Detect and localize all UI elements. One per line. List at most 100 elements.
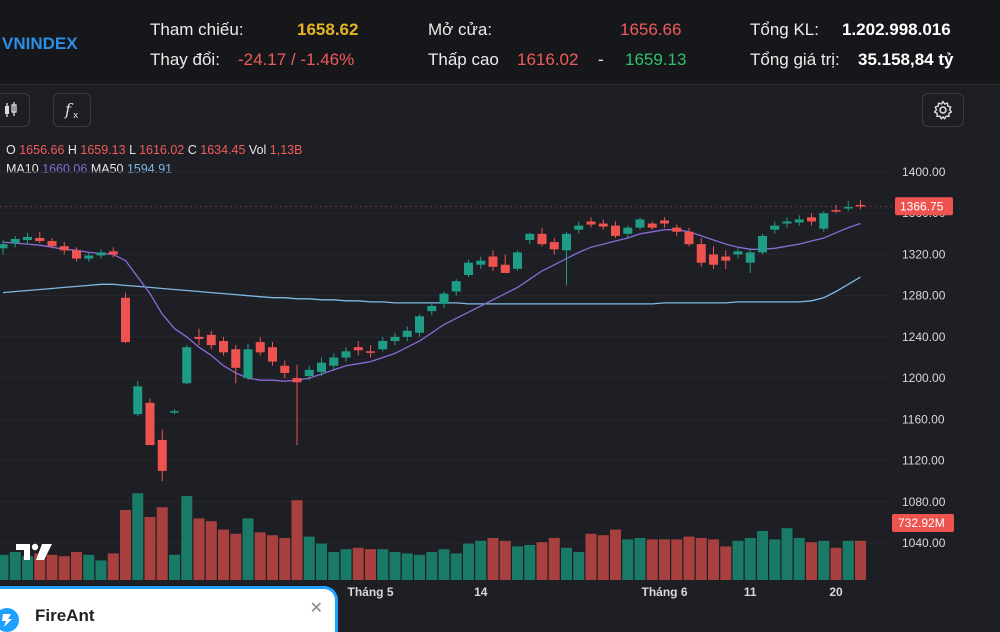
candle-body [206,334,216,346]
volume-bar [193,518,205,580]
candle-body [59,246,69,251]
volume-bar [414,554,425,580]
volume-bar [132,493,144,580]
volume-bar [426,552,438,580]
ref-value: 1658.62 [297,20,359,39]
open-label: Mở cửa: [428,20,493,39]
y-tick-label: 1080.00 [902,495,946,509]
symbol-label[interactable]: VNINDEX [2,34,78,53]
legend-o-label: O [6,143,16,157]
candle-body [47,241,57,247]
legend-c-label: C [187,143,197,157]
volume-bar [218,529,229,580]
candle-body [231,349,241,368]
legend-vol-value: 1,13B [269,143,303,157]
ref-label: Tham chiếu: [150,20,244,39]
volume-bar [720,546,732,580]
candle-body [611,225,620,236]
candle-body [831,210,841,212]
volume-bar [806,542,817,580]
candle-body [353,347,363,351]
candle-body [133,386,143,415]
volume-bar [548,538,560,580]
function-icon: f x [64,100,79,121]
volume-bar [732,540,744,580]
volume-bar [71,552,82,580]
candle-body [500,264,510,273]
volume-value: 1.202.998.016 [842,20,951,39]
volume-bar [781,528,793,580]
candle-body [709,254,718,265]
price-chart[interactable]: 1400.001360.001320.001280.001240.001200.… [0,137,1000,607]
last-price-label: 1366.75 [900,199,944,213]
candle-body [525,233,535,241]
candle-body [488,256,498,267]
candle-body [684,231,694,245]
close-icon[interactable]: ✕ [309,600,323,617]
volume-bar [242,518,254,580]
fireant-notification[interactable]: FireAnt ✕ [0,586,338,632]
volume-bar [303,536,315,580]
candle-body [586,221,596,225]
candle-body [745,252,755,263]
candle-body [96,252,106,256]
candle-body [415,316,424,333]
volume-bar [316,543,327,580]
volume-bar [107,553,119,580]
volume-bar [352,547,364,580]
volume-bar [671,539,683,580]
candle-body [721,256,731,261]
change-label: Thay đổi: [150,50,220,69]
volume-bar [377,549,389,580]
volume-bar [401,553,413,580]
volume-bar [757,531,768,580]
volume-bar [818,540,830,580]
volume-bar [487,538,499,580]
chart-type-button[interactable] [0,93,30,127]
volume-bar [524,545,536,580]
candle-body [390,336,400,342]
candle-body [807,217,816,222]
legend-c-value: 1634.45 [200,143,246,157]
volume-bar [389,552,401,580]
settings-button[interactable] [922,93,964,127]
candle-body [782,221,792,224]
lowhigh-label: Thấp cao [428,50,499,69]
ma10-line [2,222,861,382]
volume-bar [9,552,21,580]
volume-bar [830,547,842,580]
x-tick-label: 14 [474,585,488,599]
volume-bar [95,560,107,580]
open-value: 1656.66 [620,20,682,39]
fireant-logo-icon [0,608,19,632]
y-tick-label: 1320.00 [902,247,946,261]
indicators-button[interactable]: f x [53,93,91,127]
legend-o-value: 1656.66 [19,143,65,157]
candle-body [35,237,45,242]
tradingview-logo [16,543,52,560]
volume-bar [254,532,266,580]
candle-body [513,252,522,269]
volume-bar [659,539,670,580]
candle-body [280,365,290,373]
legend-l-label: L [129,143,136,157]
candle-body [121,297,130,343]
candle-body [145,402,155,446]
ma50-line [2,276,861,305]
candle-body [733,251,743,255]
candle-body [72,250,81,259]
volume-bar [536,542,548,580]
y-tick-label: 1400.00 [902,165,946,179]
volume-bar [58,556,70,580]
candle-body [464,262,473,276]
volume-bar [156,507,168,580]
low-value: 1616.02 [517,50,579,69]
volume-bar [475,540,487,580]
quote-header: VNINDEX Tham chiếu: 1658.62 Thay đổi: -2… [0,0,1000,85]
volume-bar [169,554,180,580]
svg-text:x: x [73,111,79,121]
y-tick-label: 1040.00 [902,536,946,550]
volume-bar [230,533,242,580]
x-tick-label: 20 [829,585,843,599]
volume-bar [561,547,572,580]
